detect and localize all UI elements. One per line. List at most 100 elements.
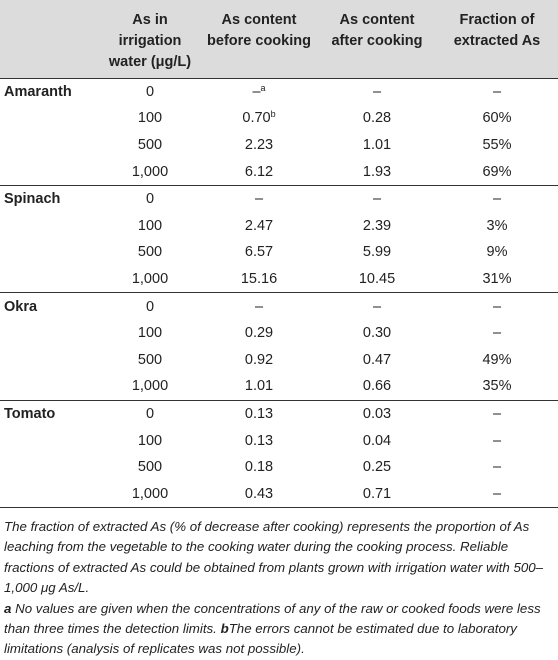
before-cooking-cell-value: – — [252, 83, 261, 100]
after-cooking-cell-value: 0.66 — [362, 378, 392, 395]
irrigation-water-cell: 100 — [100, 212, 200, 239]
fraction-cell-value: 31% — [482, 270, 512, 287]
before-cooking-cell-value: 6.57 — [244, 244, 274, 261]
fraction-cell: – — [436, 427, 558, 454]
before-cooking-cell: 0.18 — [200, 454, 318, 481]
before-cooking-cell-value: 2.23 — [244, 136, 274, 153]
table-row: 1,000 1.01 0.66 35% — [0, 373, 558, 400]
irrigation-water-cell-value: 1,000 — [131, 270, 169, 287]
after-cooking-cell: 2.39 — [318, 212, 436, 239]
fraction-cell: 55% — [436, 132, 558, 159]
after-cooking-cell-value: 5.99 — [362, 244, 392, 261]
irrigation-water-cell-value: 0 — [145, 191, 155, 208]
vegetable-name-value: Amaranth — [4, 83, 72, 100]
fraction-cell: – — [436, 292, 558, 320]
after-cooking-cell: – — [318, 292, 436, 320]
vegetable-name: Amaranth — [0, 77, 100, 106]
table-row: 100 0.13 0.04 – — [0, 427, 558, 454]
before-cooking-cell-value: 0.29 — [244, 325, 274, 342]
after-cooking-cell-value: 0.03 — [362, 405, 392, 422]
after-cooking-cell-value: – — [372, 298, 382, 315]
before-cooking-cell: 2.23 — [200, 132, 318, 159]
after-cooking-cell: – — [318, 184, 436, 213]
table-row: Tomato 0 0.13 0.03 – — [0, 399, 558, 428]
before-cooking-cell: 6.12 — [200, 158, 318, 185]
before-cooking-cell-footnote-marker: a — [260, 82, 266, 93]
irrigation-water-cell-value: 1,000 — [131, 378, 169, 395]
before-cooking-cell-footnote-marker: b — [270, 109, 276, 120]
header-vegetable — [0, 0, 100, 78]
after-cooking-cell: 0.47 — [318, 346, 436, 373]
irrigation-water-cell: 1,000 — [100, 158, 200, 185]
fraction-cell: – — [436, 454, 558, 481]
table-footnotes: The fraction of extracted As (% of decre… — [4, 517, 554, 660]
footnote-main: The fraction of extracted As (% of decre… — [4, 519, 544, 596]
vegetable-name-value: Okra — [4, 298, 38, 315]
fraction-cell: 60% — [436, 105, 558, 132]
irrigation-water-cell-value: 100 — [137, 325, 163, 342]
footnote-a-text: No values are given when the concentrati… — [4, 600, 541, 637]
table-row: 500 6.57 5.99 9% — [0, 239, 558, 266]
header-irrigation-water: As in irrigation water (μg/L) — [108, 12, 192, 70]
irrigation-water-cell: 1,000 — [100, 266, 200, 293]
vegetable-name: Tomato — [0, 399, 100, 428]
irrigation-water-cell: 0 — [100, 399, 200, 428]
before-cooking-cell: 0.13 — [200, 427, 318, 454]
before-cooking-cell-value: 2.47 — [244, 217, 274, 234]
fraction-cell: 69% — [436, 158, 558, 185]
vegetable-name: Okra — [0, 292, 100, 320]
irrigation-water-cell: 500 — [100, 132, 200, 159]
fraction-cell-value: – — [492, 325, 502, 342]
after-cooking-cell: – — [318, 77, 436, 106]
table-row: 500 0.18 0.25 – — [0, 454, 558, 481]
before-cooking-cell: 0.70b — [200, 105, 318, 132]
table-row: 1,000 0.43 0.71 – — [0, 480, 558, 509]
table-row: 1,000 15.16 10.45 31% — [0, 266, 558, 293]
fraction-cell-value: – — [492, 485, 502, 502]
irrigation-water-cell-value: 100 — [137, 217, 163, 234]
before-cooking-cell: 0.13 — [200, 399, 318, 428]
table-row: Okra 0 – – – — [0, 292, 558, 320]
after-cooking-cell-value: 0.71 — [362, 485, 392, 502]
fraction-cell: 31% — [436, 266, 558, 293]
fraction-cell-value: – — [492, 405, 502, 422]
after-cooking-cell: 0.25 — [318, 454, 436, 481]
before-cooking-cell-value: – — [254, 191, 264, 208]
vegetable-name-empty — [0, 266, 100, 293]
after-cooking-cell: 10.45 — [318, 266, 436, 293]
before-cooking-cell-value: 0.70 — [242, 110, 271, 127]
irrigation-water-cell: 100 — [100, 320, 200, 347]
before-cooking-cell-value: 0.18 — [244, 459, 274, 476]
footnote-ab: a No values are given when the concentra… — [4, 599, 554, 660]
irrigation-water-cell: 0 — [100, 292, 200, 320]
after-cooking-cell-value: – — [372, 191, 382, 208]
irrigation-water-cell-value: 0 — [145, 298, 155, 315]
before-cooking-cell-value: 0.92 — [244, 351, 274, 368]
table-row: 1,000 6.12 1.93 69% — [0, 158, 558, 185]
after-cooking-cell: 0.71 — [318, 480, 436, 509]
after-cooking-cell-value: 0.47 — [362, 351, 392, 368]
fraction-cell-value: 60% — [482, 110, 512, 127]
after-cooking-cell: 1.93 — [318, 158, 436, 185]
fraction-cell: – — [436, 77, 558, 106]
before-cooking-cell-value: 6.12 — [244, 163, 274, 180]
irrigation-water-cell-value: 500 — [137, 459, 163, 476]
irrigation-water-cell-value: 100 — [137, 110, 163, 127]
irrigation-water-cell-value: 1,000 — [131, 485, 169, 502]
fraction-cell-value: 69% — [482, 163, 512, 180]
irrigation-water-cell-value: 500 — [137, 351, 163, 368]
after-cooking-cell-value: 1.93 — [362, 163, 392, 180]
before-cooking-cell: 2.47 — [200, 212, 318, 239]
before-cooking-cell: –a — [200, 77, 318, 106]
fraction-cell-value: – — [492, 459, 502, 476]
header-fraction-extracted: Fraction of extracted As — [453, 12, 541, 49]
fraction-cell-value: 55% — [482, 136, 512, 153]
before-cooking-cell: 1.01 — [200, 373, 318, 400]
before-cooking-cell-value: 0.13 — [244, 432, 274, 449]
before-cooking-cell-value: 0.13 — [244, 405, 274, 422]
vegetable-name-empty — [0, 239, 100, 266]
fraction-cell-value: 3% — [486, 217, 508, 234]
table-row: 500 2.23 1.01 55% — [0, 132, 558, 159]
after-cooking-cell-value: 0.25 — [362, 459, 392, 476]
fraction-cell-value: 49% — [482, 351, 512, 368]
